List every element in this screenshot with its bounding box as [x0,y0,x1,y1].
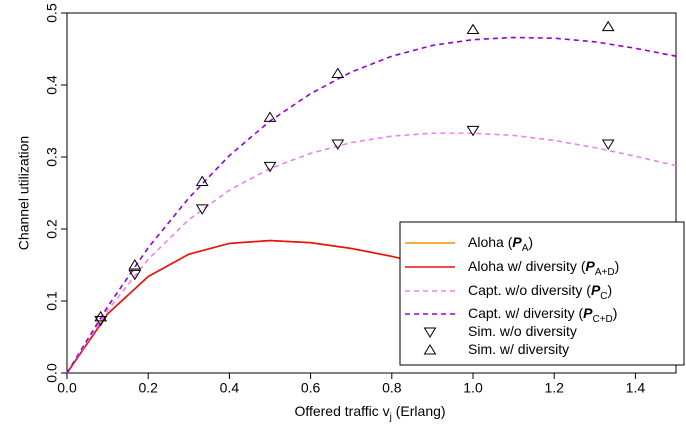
x-tick-label: 0.4 [220,380,240,396]
legend-label: Capt. w/ diversity (PC+D) [468,305,617,325]
x-tick-label: 0.6 [301,380,321,396]
sim-point [195,204,209,215]
legend-label-part: Sim. w/o diversity [468,323,577,339]
legend-label-part: C [600,291,607,302]
series-line [66,132,677,374]
legend-label-part: Capt. w/ diversity ( [468,305,583,321]
sim-point [466,125,480,137]
legend-label: Sim. w/o diversity [468,323,577,339]
x-tick-label: 0.8 [382,380,402,396]
y-axis-label: Channel utilization [16,136,32,250]
plot-frame [66,12,677,374]
sim-point [128,269,142,281]
legend-box [399,221,685,366]
x-axis-label-part: (Erlang) [392,403,446,419]
legend-label-part: A+D [595,267,615,278]
x-axis-label-part: Offered traffic v [294,403,389,419]
legend-label-part: A [522,243,529,254]
legend-label-part: Aloha ( [468,234,513,250]
sim-point [94,310,108,322]
legend-label-part: ) [613,305,618,321]
legend-label-part: P [591,282,601,298]
y-tick-label: 0.2 [44,219,60,239]
x-tick-label: 1.4 [626,380,646,396]
legend-swatch [423,344,437,355]
x-axis-label: Offered traffic vj (Erlang) [294,403,445,423]
sim-point [601,139,615,150]
legend-label-part: Capt. w/o diversity ( [468,282,591,298]
legend-label-part: ) [615,258,620,274]
legend-label-part: ) [608,282,613,298]
sim-point [128,259,142,270]
series-line [66,36,677,374]
legend-label: Sim. w/ diversity [468,341,569,357]
legend-swatch [423,327,437,338]
legend-label-part: Sim. w/ diversity [468,341,569,357]
y-tick-label: 0.0 [44,363,60,383]
sim-point [601,20,615,32]
x-tick-label: 0.0 [57,380,77,396]
x-tick-label: 0.2 [138,380,158,396]
legend-label-part: P [583,305,593,321]
x-tick-label: 1.2 [544,380,564,396]
legend-label: Aloha (PA) [468,234,533,254]
legend-label-part: P [512,234,522,250]
legend-label-part: P [585,258,595,274]
sim-point [263,161,277,173]
sim-point [263,111,277,122]
x-tick-label: 1.0 [463,380,483,396]
y-tick-label: 0.3 [44,147,60,167]
y-tick-label: 0.1 [44,291,60,311]
legend-label-part: Aloha w/ diversity ( [468,258,586,274]
x-axis-label-part: j [389,412,392,423]
sim-point [466,23,480,35]
sim-point [331,139,345,150]
y-tick-label: 0.4 [44,75,60,95]
legend-label-part: C+D [592,314,612,325]
sim-point [331,67,345,78]
legend-label-part: ) [528,234,533,250]
legend-label: Aloha w/ diversity (PA+D) [468,258,619,278]
sim-point [195,175,209,186]
y-tick-label: 0.5 [44,3,60,23]
legend-label: Capt. w/o diversity (PC) [468,282,612,302]
